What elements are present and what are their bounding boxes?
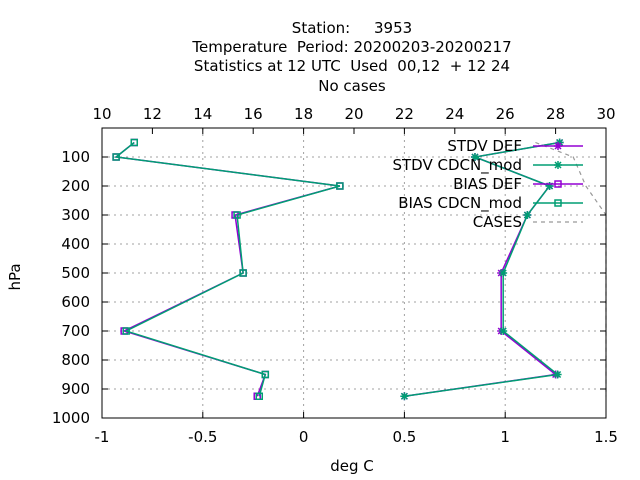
y-tick-label: 100: [61, 148, 90, 166]
marker-square: [112, 153, 120, 161]
chart-title: Station: 3953 Temperature Period: 202002…: [191, 19, 511, 95]
grid: [102, 128, 606, 418]
y-axis-label: hPa: [6, 263, 24, 290]
y-tick-label: 800: [61, 351, 90, 369]
series-line: [114, 141, 341, 397]
x2-tick-label: 16: [244, 105, 263, 123]
marker-star: [499, 327, 508, 335]
legend-label: STDV CDCN_mod: [392, 156, 522, 175]
series-bias-cdcn-mod: [112, 138, 344, 400]
x2-tick-label: 18: [294, 105, 313, 123]
marker-square: [554, 180, 562, 188]
marker-star: [545, 182, 554, 190]
x2-tick-label: 28: [546, 105, 565, 123]
marker-star-stroke: [471, 153, 479, 161]
y-tick-label: 300: [61, 206, 90, 224]
x2-tick-label: 22: [395, 105, 414, 123]
series-line: [404, 141, 560, 397]
marker-square: [255, 392, 263, 400]
legend-entry: CASES: [473, 213, 583, 231]
marker-star-stroke: [400, 392, 408, 400]
marker-square: [261, 370, 270, 379]
marker-star: [400, 392, 409, 401]
x-tick-label: -1: [95, 428, 110, 446]
x2-tick-label: 26: [496, 105, 515, 123]
y-tick-label: 500: [61, 264, 90, 282]
legend-entry: STDV DEF: [447, 137, 583, 155]
marker-square: [239, 269, 247, 277]
x2-tick-label: 24: [445, 105, 464, 123]
x2-tick-label: 30: [596, 105, 615, 123]
marker-star: [470, 153, 479, 161]
legend-entry: STDV CDCN_mod: [392, 156, 583, 175]
x-tick-label: -0.5: [188, 428, 217, 446]
x2-tick-label: 14: [193, 105, 212, 123]
series-line: [114, 141, 341, 397]
marker-square: [130, 138, 139, 147]
x2-tick-label: 20: [344, 105, 363, 123]
axes: -1 -0.5 0 0.5 1 1.5 10 12 14 16 18 20 22 24 26 28 30 100 2…: [52, 105, 618, 446]
y-tick-label: 600: [61, 293, 90, 311]
series-line: [535, 141, 607, 397]
y-tick-label: 900: [61, 380, 90, 398]
x-tick-label: 1: [500, 428, 510, 446]
x2-tick-label: 12: [143, 105, 162, 123]
marker-star-stroke: [499, 269, 507, 277]
marker-star-stroke: [499, 327, 507, 335]
marker-square: [336, 182, 344, 190]
title-line-period: Temperature Period: 20200203-20200217: [191, 38, 511, 56]
x-tick-label: 1.5: [594, 428, 618, 446]
legend-entry: BIAS DEF: [453, 175, 583, 193]
marker-square: [122, 327, 130, 335]
legend-label: BIAS DEF: [453, 175, 522, 193]
x-tick-label: 0: [299, 428, 309, 446]
x-tick-label: 0.5: [392, 428, 416, 446]
y-tick-label: 400: [61, 235, 90, 253]
x-axis-label: deg C: [330, 457, 374, 475]
marker-star: [553, 370, 562, 379]
marker-star-stroke: [554, 370, 562, 379]
series-stdv-cdcn-mod: [400, 138, 564, 401]
marker-star: [523, 211, 532, 219]
marker-star: [499, 269, 508, 277]
marker-star: [554, 161, 562, 169]
marker-star-stroke: [554, 161, 562, 169]
y-tick-label: 200: [61, 177, 90, 195]
legend-label: CASES: [473, 213, 522, 231]
series-layer: [112, 138, 607, 401]
title-line-station: Station: 3953: [292, 19, 412, 37]
marker-star-stroke: [554, 142, 562, 150]
y-tick-label: 1000: [52, 409, 90, 427]
marker-star: [554, 142, 562, 150]
legend-entry: BIAS CDCN_mod: [398, 194, 583, 213]
legend-label: BIAS CDCN_mod: [398, 194, 522, 213]
title-line-cases: No cases: [318, 77, 386, 95]
legend-label: STDV DEF: [447, 137, 522, 155]
series-cases: [535, 141, 607, 397]
marker-square: [233, 211, 241, 219]
y-tick-label: 700: [61, 322, 90, 340]
x2-tick-label: 10: [92, 105, 111, 123]
title-line-statistics: Statistics at 12 UTC Used 00,12 + 12 24: [194, 57, 510, 75]
marker-star-stroke: [523, 211, 531, 219]
marker-star: [555, 138, 564, 147]
marker-square: [554, 199, 562, 207]
